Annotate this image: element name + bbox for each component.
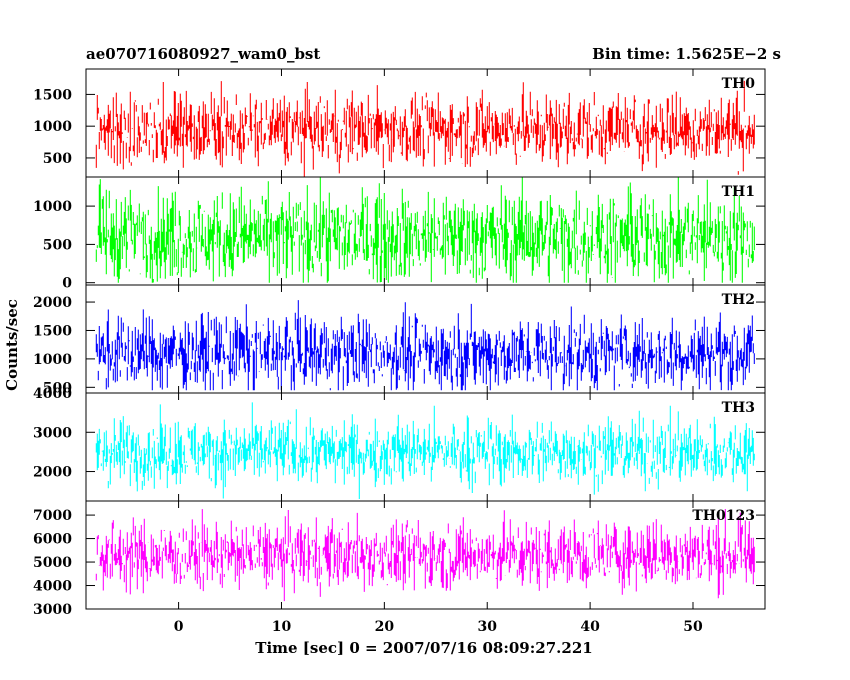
y-tick-label: 0 [62,276,72,292]
x-tick-label: 40 [580,619,600,635]
series-th2 [95,300,755,391]
panels-group: 500 1000 1500 TH0 0 500 1000 TH1 500 1000 1500 2000… [33,68,766,618]
y-tick-label: 5000 [33,555,72,571]
series-th0 [95,80,755,177]
bin-time-label: Bin time: 1.5625E−2 s [592,45,781,63]
x-tick-label: 10 [272,619,292,635]
panel-th3: 2000 3000 4000 TH3 [33,386,766,502]
y-tick-label: 3000 [33,425,72,441]
y-tick-label: 1000 [33,119,72,135]
x-axis: 0 10 20 30 40 50 [174,619,703,635]
series-th3 [95,402,755,499]
panel-th0: 500 1000 1500 TH0 [33,68,766,178]
y-tick-label: 500 [43,237,72,253]
x-axis-label: Time [sec] 0 = 2007/07/16 08:09:27.221 [255,639,592,657]
y-tick-label: 500 [43,380,72,396]
panel-th2: 500 1000 1500 2000 TH2 [33,284,766,396]
y-tick-label: 1500 [33,87,72,103]
y-tick-label: 3000 [33,602,72,618]
x-tick-label: 50 [683,619,703,635]
y-tick-label: 2000 [33,465,72,481]
panel-th1: 0 500 1000 TH1 [33,176,766,292]
y-tick-label: 7000 [33,508,72,524]
series-th0123 [95,509,755,602]
chart-title: ae070716080927_wam0_bst [86,45,320,63]
y-tick-label: 2000 [33,295,72,311]
y-tick-label: 6000 [33,532,72,548]
y-tick-label: 1000 [33,352,72,368]
y-axis-label: Counts/sec [3,299,21,391]
x-tick-label: 0 [174,619,184,635]
series-label-th0123: TH0123 [692,508,755,524]
series-th1 [95,177,755,283]
y-tick-label: 4000 [33,579,72,595]
panel-frame [85,500,766,610]
y-tick-label: 1500 [33,323,72,339]
y-tick-label: 500 [43,151,72,167]
series-label-th3: TH3 [722,400,755,416]
series-label-th0: TH0 [722,76,756,92]
series-label-th2: TH2 [722,292,755,308]
y-tick-label: 1000 [33,199,72,215]
x-tick-label: 20 [375,619,395,635]
x-tick-label: 30 [477,619,497,635]
panel-th0123: 3000 4000 5000 6000 7000 TH0123 [33,500,766,618]
series-label-th1: TH1 [722,184,755,200]
y-tick-label: 4000 [33,386,72,402]
